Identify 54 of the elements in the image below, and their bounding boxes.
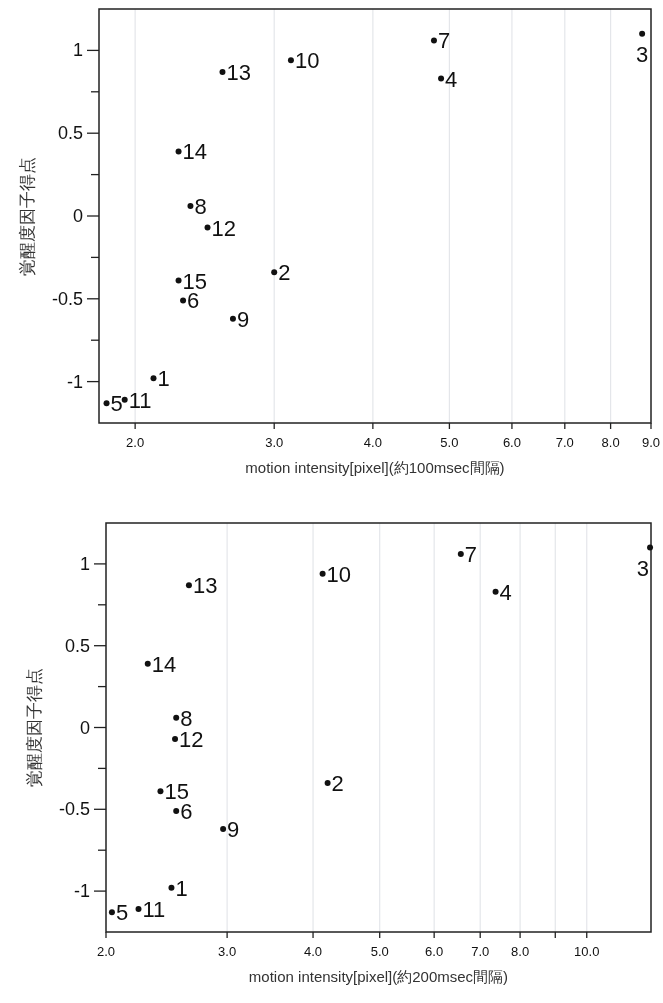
annotation: 11 [142,897,166,923]
annotation: 3 [636,41,649,67]
y-tick-label: -1 [73,881,90,902]
annotation: 3 [636,555,649,581]
annotation: 9 [227,816,240,842]
x-tick-label: 8.0 [601,435,620,450]
x-tick-label: 4.0 [304,944,323,959]
annotation: 2 [278,260,291,286]
x-tick-label: 6.0 [502,435,521,450]
annotation: 10 [326,561,352,587]
annotation: 4 [445,66,458,92]
y-tick-label: 0.5 [57,123,83,144]
x-tick-label: 5.0 [440,435,459,450]
x-tick-label: 8.0 [511,944,530,959]
x-tick-label: 5.0 [370,944,389,959]
annotation: 7 [464,542,478,568]
y-tick-label: -1 [66,371,83,392]
x-tick-label: 7.0 [555,435,574,450]
annotation: 2 [331,771,344,797]
x-tick-label: 2.0 [126,435,145,450]
x-tick-label: 2.0 [96,944,116,959]
annotation: 10 [294,48,320,74]
annotation: 1 [157,366,170,392]
annotation: 1 [175,875,188,901]
y-tick-label: 0 [79,717,90,738]
annotation: 13 [226,59,251,85]
annotation: 4 [499,579,512,605]
x-tick-label: 7.0 [471,944,490,959]
annotation: 14 [182,139,208,165]
x-tick-label: 6.0 [425,944,444,959]
y-axis-title: 覚醒度因子得点 [18,156,37,276]
y-axis-title: 覚醒度因子得点 [25,668,44,787]
x-tick-label: 4.0 [363,435,382,450]
x-axis-title: motion intensity[pixel](約100msec間隔) [245,459,505,476]
annotation: 5 [110,391,123,417]
y-tick-label: -0.5 [58,799,90,820]
annotation: 14 [151,651,177,677]
annotation: 7 [437,28,451,54]
x-tick-label: 9.0 [641,435,661,450]
x-tick-label: 3.0 [218,944,237,959]
y-tick-label: 1 [72,40,83,61]
y-tick-label: 0 [72,206,83,226]
annotation: 13 [192,573,218,599]
annotation: 8 [194,194,207,220]
annotation: 9 [236,306,250,332]
annotation: 5 [115,900,129,926]
x-axis-title: motion intensity[pixel](約200msec間隔) [248,968,509,985]
x-tick-label: 3.0 [265,435,284,450]
annotation: 11 [128,387,152,413]
annotation: 12 [211,215,237,241]
y-tick-label: 0.5 [64,635,90,656]
y-tick-label: 1 [79,553,90,574]
x-tick-label: 10.0 [574,944,600,959]
y-tick-label: -0.5 [51,288,83,309]
